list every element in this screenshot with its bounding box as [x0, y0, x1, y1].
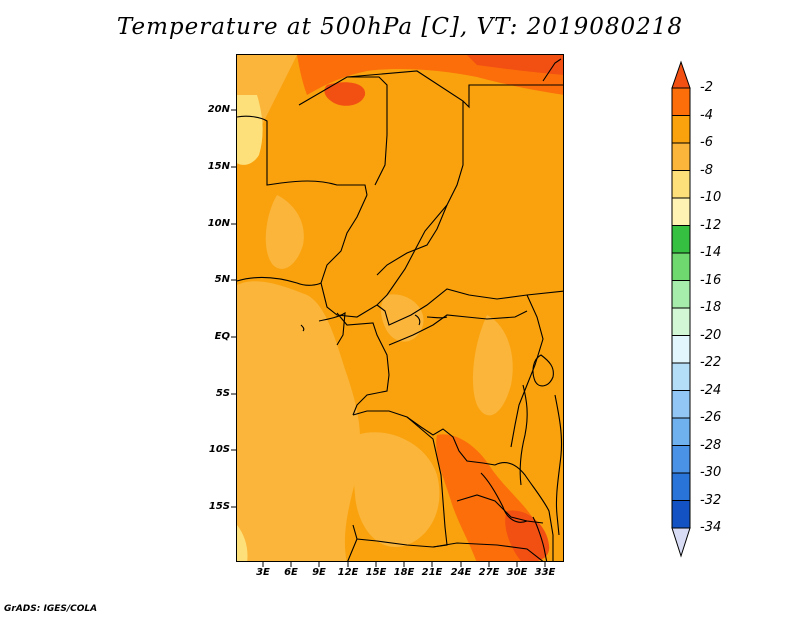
colorbar-segment — [671, 390, 691, 419]
y-tick-label: 15S — [208, 501, 230, 512]
x-tick-label: 33E — [534, 567, 556, 578]
colorbar-segment — [671, 307, 691, 336]
colorbar-label: -10 — [700, 190, 722, 205]
temperature-field — [237, 55, 563, 561]
field-cool-patch-1 — [265, 195, 304, 269]
y-tick-label: 20N — [207, 104, 230, 115]
colorbar-label: -14 — [700, 245, 722, 260]
colorbar-label: -18 — [700, 300, 722, 315]
colorbar-label: -12 — [700, 218, 722, 233]
country-borders — [237, 58, 563, 561]
field-warmest-north-1 — [324, 82, 366, 106]
x-tick-label: 27E — [478, 567, 500, 578]
colorbar-segment — [671, 197, 691, 226]
colorbar-label: -28 — [700, 438, 722, 453]
colorbar-label: -2 — [700, 80, 713, 95]
colorbar-segment — [671, 500, 691, 529]
colorbar-label: -30 — [700, 465, 722, 480]
colorbar-segment — [671, 417, 691, 446]
colorbar-label: -6 — [700, 135, 713, 150]
x-tick-label: 24E — [450, 567, 472, 578]
y-tick-label: EQ — [214, 331, 230, 342]
colorbar-segment — [671, 87, 691, 116]
colorbar-segment — [671, 362, 691, 391]
colorbar-top-triangle — [671, 60, 691, 89]
colorbar-label: -32 — [700, 493, 722, 508]
colorbar-label: -20 — [700, 328, 722, 343]
x-tick-label: 9E — [312, 567, 326, 578]
colorbar-segment — [671, 335, 691, 364]
colorbar-label: -22 — [700, 355, 722, 370]
field-cool-patch-3 — [472, 315, 513, 416]
axis-ticks — [231, 109, 546, 567]
field-warmest-southeast — [505, 510, 550, 561]
colorbar-segment — [671, 252, 691, 281]
field-cool-patch-2 — [381, 294, 424, 342]
x-tick-label: 15E — [365, 567, 387, 578]
y-tick-label: 10N — [207, 218, 230, 229]
colorbar-segment — [671, 142, 691, 171]
colorbar-label: -4 — [700, 108, 713, 123]
colorbar-label: -26 — [700, 410, 722, 425]
chart-title: Temperature at 500hPa [C], VT: 201908021… — [116, 14, 684, 40]
y-tick-label: 15N — [207, 161, 230, 172]
colorbar-segment — [671, 170, 691, 199]
colorbar-label: -8 — [700, 163, 713, 178]
colorbar-segment — [671, 280, 691, 309]
colorbar-label: -16 — [700, 273, 722, 288]
field-warmest-north-2 — [467, 55, 563, 75]
field-coldest-north — [237, 95, 263, 165]
field-cool-west — [237, 281, 361, 561]
colorbar-label: -24 — [700, 383, 722, 398]
y-tick-label: 5N — [214, 274, 230, 285]
y-tick-label: 10S — [208, 444, 230, 455]
field-coldest-south — [237, 525, 248, 561]
colorbar — [671, 60, 691, 558]
colorbar-segment — [671, 472, 691, 501]
x-tick-label: 18E — [393, 567, 415, 578]
colorbar-segment — [671, 115, 691, 144]
colorbar-segment — [671, 225, 691, 254]
colorbar-label: -34 — [700, 520, 722, 535]
x-tick-label: 3E — [256, 567, 270, 578]
x-tick-label: 12E — [337, 567, 359, 578]
colorbar-segment — [671, 445, 691, 474]
software-credit: GrADS: IGES/COLA — [4, 604, 98, 614]
x-tick-label: 21E — [421, 567, 443, 578]
colorbar-bottom-triangle — [671, 527, 691, 558]
field-cool-south — [351, 432, 440, 547]
x-tick-label: 6E — [284, 567, 298, 578]
y-tick-label: 5S — [215, 388, 230, 399]
x-tick-label: 30E — [506, 567, 528, 578]
map-area — [236, 54, 564, 562]
